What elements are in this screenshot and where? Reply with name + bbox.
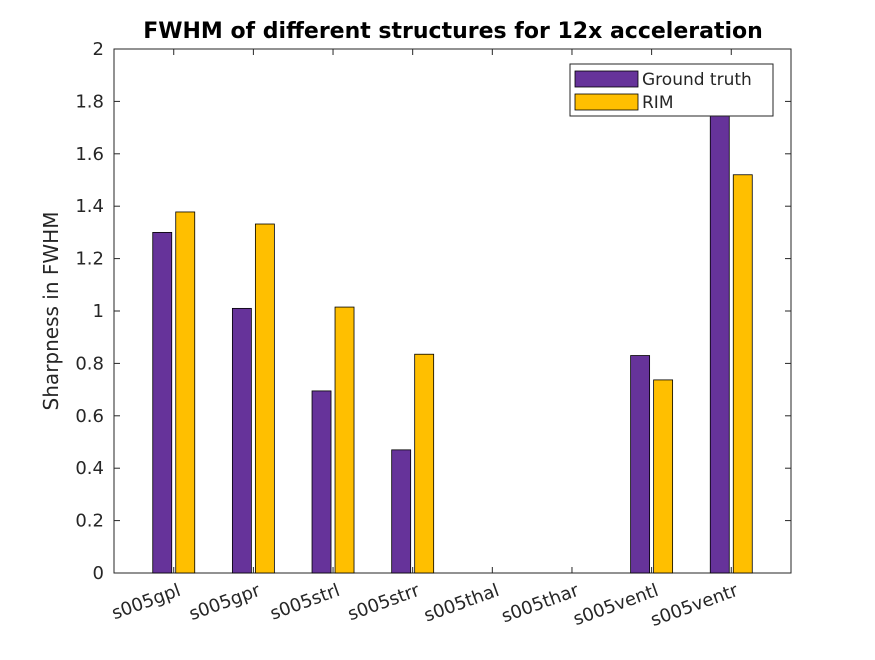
legend-swatch-rim (574, 93, 639, 111)
legend: Ground truth RIM (569, 63, 774, 117)
bar-rim-s005ventl (653, 379, 674, 574)
bar-ground-truth-s005gpr (231, 307, 252, 574)
bar-ground-truth-s005ventr (709, 114, 730, 574)
legend-label: Ground truth (642, 70, 752, 90)
bar-rim-s005ventr (732, 174, 753, 574)
y-tick-label: 2 (93, 39, 104, 60)
y-tick-label: 1.4 (75, 196, 104, 217)
y-tick-label: 0.6 (75, 406, 104, 427)
y-tick-label: 1.8 (75, 91, 104, 112)
bar-ground-truth-s005gpl (152, 231, 173, 574)
bar-ground-truth-s005strr (391, 449, 412, 574)
y-tick-label: 0.4 (75, 458, 104, 479)
bar-rim-s005strr (414, 353, 435, 574)
y-tick-label: 1.6 (75, 144, 104, 165)
bar-rim-s005strl (334, 306, 355, 574)
y-tick-label: 1 (93, 301, 104, 322)
chart-title: FWHM of different structures for 12x acc… (143, 19, 763, 44)
bar-rim-s005gpl (175, 211, 196, 574)
y-tick-label: 0.8 (75, 353, 104, 374)
legend-label: RIM (642, 93, 674, 113)
y-tick-label: 1.2 (75, 249, 104, 270)
bar-ground-truth-s005ventl (630, 355, 651, 574)
y-tick-label: 0 (93, 563, 104, 584)
axes: 0 0.2 0.4 0.6 0.8 1 1.2 1.4 1.6 1.8 2 Sharpness in … (39, 39, 792, 631)
y-axis-label: Sharpness in FWHM (39, 212, 63, 411)
plot-area-box (113, 48, 792, 574)
bar-ground-truth-s005strl (311, 390, 332, 574)
bar-rim-s005gpr (254, 223, 275, 574)
legend-swatch-ground-truth (574, 70, 639, 88)
y-tick-label: 0.2 (75, 511, 104, 532)
